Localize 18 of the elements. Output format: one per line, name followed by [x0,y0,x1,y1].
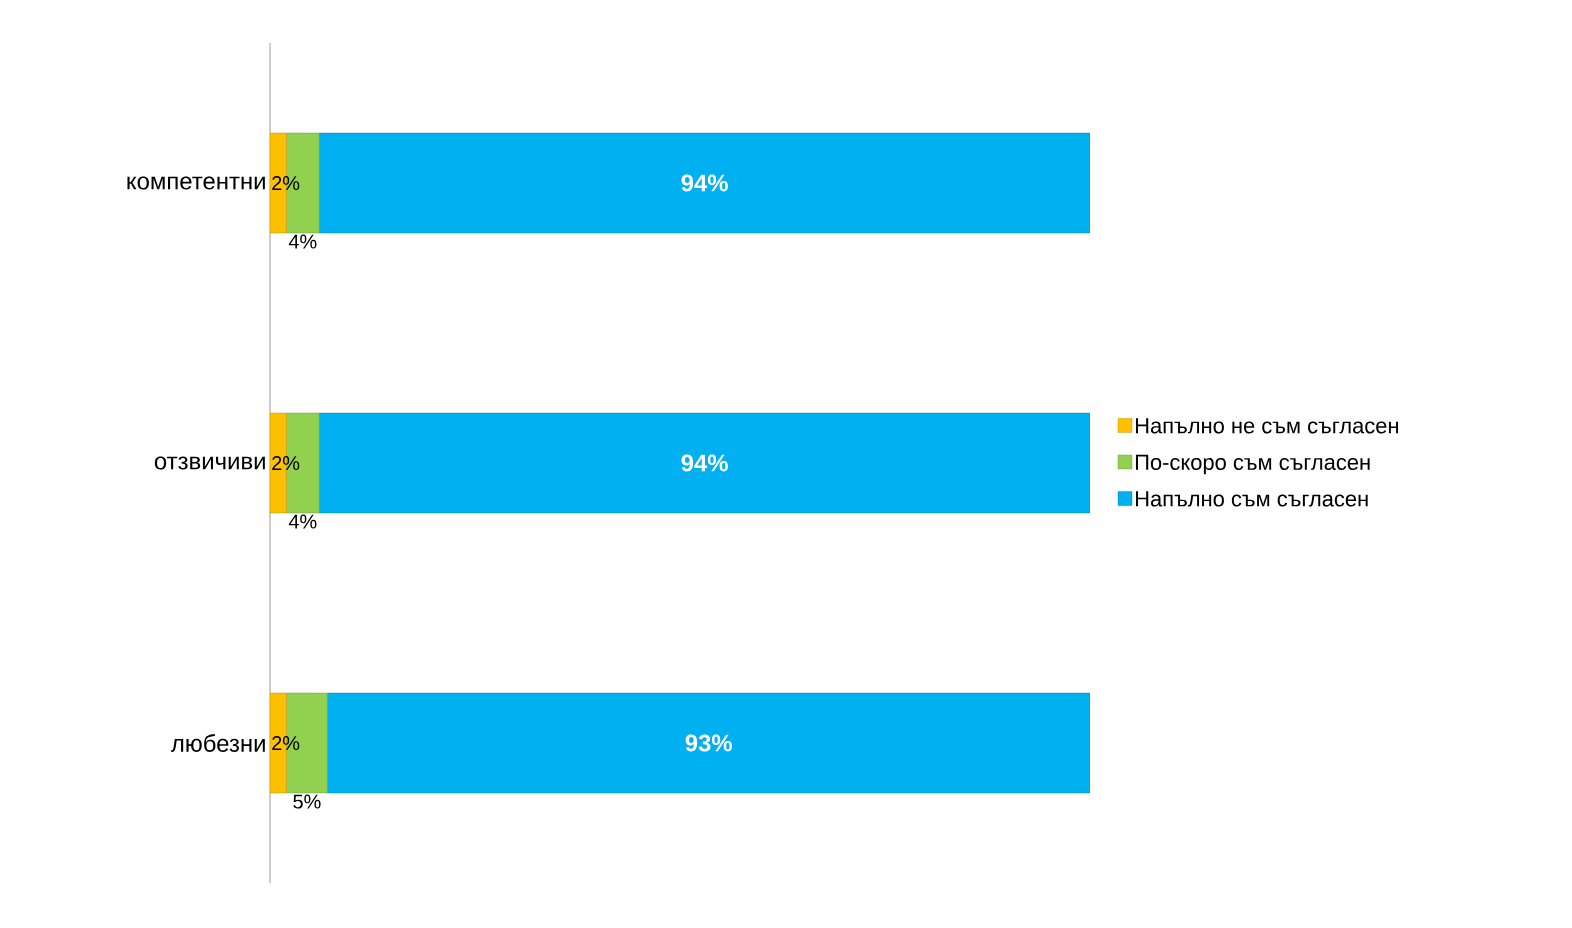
y-tick-label: отзвичиви [154,456,265,470]
legend-label: Напълно не съм съгласен [1135,418,1399,434]
data-label: 93% [685,734,732,752]
bar [327,692,1091,794]
data-label: 94% [681,174,728,192]
data-label: 94% [681,454,728,472]
data-label: 4% [288,514,317,529]
legend-label: Напълно съм съгласен [1135,491,1368,507]
y-tick-label: любезни [171,734,265,752]
bar [319,412,1091,514]
y-tick-label: компетентни [127,176,265,190]
bar [319,132,1091,234]
data-label: 2% [272,735,300,751]
data-label: 5% [293,794,321,809]
legend-label: По-скоро съм съгласен [1135,454,1370,475]
data-label: 2% [272,175,300,190]
data-label: 4% [288,234,317,249]
data-label: 2% [272,455,300,470]
